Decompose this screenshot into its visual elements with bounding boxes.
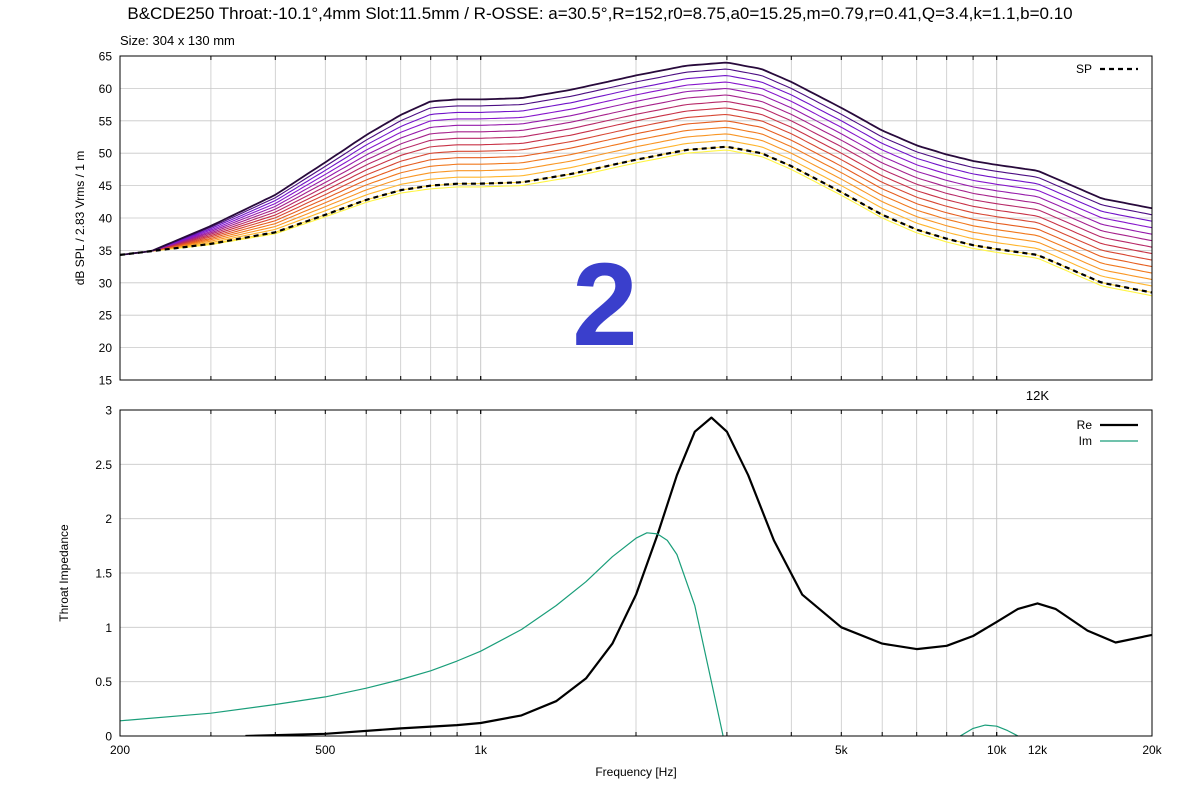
spl-y-tick-label: 55 (99, 114, 113, 128)
x-tick-label: 5k (835, 743, 849, 757)
re-curve (245, 416, 1152, 736)
spl-y-tick-label: 30 (99, 276, 113, 290)
spl-y-tick-label: 65 (99, 50, 113, 64)
x-tick-label: 12k (1028, 743, 1048, 757)
impedance-y-tick-label: 1 (105, 621, 112, 635)
spl-polar-curve (120, 61, 1152, 256)
sp-curve (120, 145, 1152, 294)
impedance-y-axis-label: Throat Impedance (57, 524, 71, 622)
spl-polar-curve (120, 94, 1152, 256)
impedance-y-tick-label: 0 (105, 730, 112, 744)
axes (119, 55, 1153, 737)
impedance-y-tick-label: 1.5 (95, 567, 112, 581)
spl-polar-curve (120, 139, 1152, 287)
impedance-gridlines (119, 409, 1153, 737)
spl-polar-curve (120, 149, 1152, 297)
spl-polar-curve (120, 100, 1152, 256)
legends: SP Re Im (1076, 62, 1138, 448)
spl-y-tick-label: 25 (99, 309, 113, 323)
legend-label-im: Im (1079, 434, 1092, 448)
spl-y-tick-label: 40 (99, 212, 113, 226)
spl-y-tick-label: 45 (99, 179, 113, 193)
spl-y-tick-label: 50 (99, 147, 113, 161)
x-axis-label: Frequency [Hz] (595, 765, 676, 779)
overlay-number: 2 (572, 239, 638, 371)
im-curve-hf (959, 724, 1019, 736)
x-tick-label: 1k (474, 743, 488, 757)
chart-title: B&CDE250 Throat:-10.1°,4mm Slot:11.5mm /… (127, 4, 1073, 23)
spl-polar-curve (120, 133, 1152, 281)
spl-curves (120, 61, 1152, 297)
spl-polar-curve (120, 75, 1152, 256)
x-annotation-12k: 12K (1026, 388, 1049, 403)
x-tick-label: 20k (1142, 743, 1162, 757)
spl-y-axis-label: dB SPL / 2.83 Vrms / 1 m (73, 151, 87, 286)
spl-y-tick-label: 60 (99, 82, 113, 96)
axis-labels: 15 20 25 30 35 40 45 50 55 60 65 0 0.5 1 1.5 2 2.5 3 200 50… (57, 50, 1163, 780)
spl-polar-curve (120, 113, 1152, 261)
impedance-y-tick-label: 0.5 (95, 675, 112, 689)
x-tick-label: 500 (315, 743, 335, 757)
im-curve (120, 532, 724, 736)
spl-y-tick-label: 20 (99, 341, 113, 355)
spl-polar-curve (120, 107, 1152, 256)
spl-polar-curve (120, 68, 1152, 256)
impedance-y-tick-label: 2.5 (95, 458, 112, 472)
x-tick-label: 10k (987, 743, 1007, 757)
legend-label-re: Re (1077, 418, 1093, 432)
impedance-y-tick-label: 2 (105, 512, 112, 526)
spl-y-tick-label: 15 (99, 374, 113, 388)
chart-subtitle: Size: 304 x 130 mm (120, 33, 235, 48)
spl-polar-curve (120, 126, 1152, 274)
spl-polar-curve (120, 120, 1152, 268)
impedance-curves (120, 416, 1152, 736)
spl-polar-curve (120, 81, 1152, 256)
spl-y-tick-label: 35 (99, 244, 113, 258)
spl-polar-curve (120, 87, 1152, 256)
x-tick-label: 200 (110, 743, 130, 757)
impedance-y-tick-label: 3 (105, 404, 112, 418)
legend-label-sp: SP (1076, 62, 1092, 76)
